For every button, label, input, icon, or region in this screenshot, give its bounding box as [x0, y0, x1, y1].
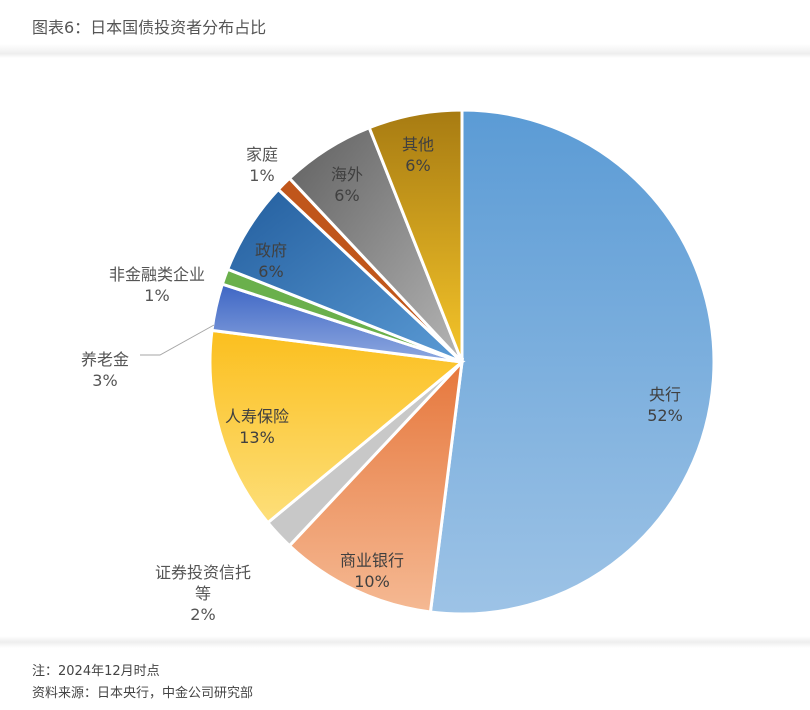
slice-label: 10% [354, 572, 390, 591]
slice-label: 家庭 [246, 145, 278, 164]
divider [0, 44, 810, 58]
slice-label: 等 [195, 584, 211, 603]
slice-label: 其他 [402, 135, 434, 154]
slice-label: 政府 [255, 241, 287, 260]
chart-title: 图表6：日本国债投资者分布占比 [32, 18, 267, 37]
pie-slice [287, 357, 465, 614]
slice-label: 6% [334, 186, 359, 205]
slice-label: 非金融类企业 [109, 265, 205, 284]
pie-slice [428, 108, 716, 616]
slice-label: 1% [144, 286, 169, 305]
pie-slice [367, 108, 464, 363]
chart-source: 资料来源：日本央行，中金公司研究部 [32, 686, 254, 701]
slice-label: 海外 [331, 165, 363, 184]
leader-line [140, 324, 215, 356]
slice-label: 证券投资信托 [155, 563, 251, 582]
slice-label: 2% [190, 605, 215, 624]
slice-label: 13% [239, 428, 275, 447]
slice-label: 人寿保险 [225, 407, 289, 426]
slice-label: 央行 [649, 385, 681, 404]
slice-label: 商业银行 [340, 551, 404, 570]
slice-label: 6% [258, 262, 283, 281]
slice-label: 6% [405, 156, 430, 175]
slice-label: 3% [92, 371, 117, 390]
slice-label: 52% [647, 406, 683, 425]
divider [0, 636, 810, 648]
pie-slice [208, 328, 466, 525]
slice-label: 养老金 [81, 350, 129, 369]
slice-label: 1% [249, 166, 274, 185]
chart-note: 注：2024年12月时点 [32, 664, 160, 679]
